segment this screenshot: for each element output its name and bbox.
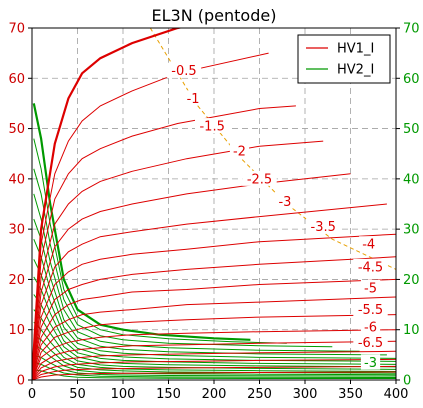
curve-label-bg (166, 62, 202, 78)
hv1-curve (32, 371, 396, 380)
curve-label-bg (353, 258, 388, 274)
curve-label-bg (360, 319, 381, 335)
x-tick-label: 0 (28, 387, 36, 402)
curve-label-bg (183, 90, 203, 106)
hv1-curve (32, 350, 396, 380)
hv1-curve (32, 278, 396, 380)
hv2-curve (32, 103, 251, 341)
curve-label-bg (353, 301, 388, 317)
curve-label: -6.5 (358, 336, 383, 351)
curve-label: -1.5 (199, 120, 224, 135)
y-tick-label-left: 0 (17, 374, 25, 389)
y-tick-label-right: 10 (403, 323, 420, 338)
hv1-curve (32, 256, 396, 380)
hv2-curve (33, 321, 396, 372)
hv2-curve (33, 138, 287, 344)
y-tick-label-right: 30 (403, 223, 420, 238)
y-tick-label-right: 50 (403, 122, 420, 137)
hv1-curve (32, 173, 351, 380)
curve-label: -5 (364, 281, 377, 296)
legend-label: HV2_I (337, 63, 374, 78)
y-tick-label-left: 50 (8, 122, 25, 137)
hv2-curve (33, 344, 396, 376)
y-tick-label-right: 70 (403, 22, 420, 37)
y-tick-label-left: 10 (8, 323, 25, 338)
y-tick-label-left: 20 (8, 273, 25, 288)
curve-label-bg (275, 193, 295, 209)
y-tick-label-left: 60 (8, 72, 25, 87)
y-tick-label-right: 60 (403, 72, 420, 87)
curve-label: -3 (278, 195, 291, 210)
x-tick-label: 200 (202, 387, 227, 402)
y-tick-label-left: 30 (8, 223, 25, 238)
curve-labels: -0.5 -1 -1.5 -2-2.5 -3 -3.5 -4 -4.5 -5 -5.5 -6-6.5… (166, 62, 388, 371)
hv2-curve (33, 334, 396, 374)
curve-label: -3 (364, 356, 377, 371)
hv1-curve (32, 329, 396, 380)
x-tick-label: 50 (69, 387, 86, 402)
curve-label-bg (360, 354, 381, 370)
y-tick-label-left: 40 (8, 172, 25, 187)
hv1-curve (32, 105, 296, 380)
x-tick-label: 100 (111, 387, 136, 402)
legend: HV1_I HV2_I (297, 34, 391, 84)
legend-box (297, 34, 391, 84)
hv1-curve (32, 52, 269, 380)
hv1-curve (32, 140, 324, 380)
grid (32, 28, 396, 380)
y-tick-label-right: 0 (403, 374, 411, 389)
hv2-curve (33, 239, 396, 359)
curve-label: -5.5 (358, 303, 383, 318)
curve-label-bg (353, 334, 388, 350)
curve-label: -6 (364, 321, 377, 336)
curve-label-bg (242, 170, 277, 186)
curve-label: -4 (362, 238, 375, 253)
hv2-curve (33, 276, 396, 365)
y-tick-label-left: 70 (8, 22, 25, 37)
curve-label: -4.5 (358, 260, 383, 275)
hv1-curve (32, 314, 396, 380)
legend-label: HV1_I (337, 42, 374, 57)
x-tick-label: 300 (293, 387, 318, 402)
y-tick-label-right: 20 (403, 273, 420, 288)
curve-label-bg (360, 279, 381, 295)
curve-label: -2 (233, 145, 246, 160)
hv1-series (32, 28, 396, 380)
hv1-curve (32, 358, 396, 380)
curve-label: -3.5 (311, 220, 336, 235)
curve-label: -1 (187, 92, 200, 107)
chart-title: EL3N (pentode) (152, 6, 277, 25)
hv2-curve (33, 294, 396, 368)
hv2-curve (33, 369, 396, 379)
hv1-curve (32, 203, 387, 380)
hv2-curve (33, 259, 396, 362)
hv1-curve (32, 28, 184, 380)
curve-label-bg (306, 218, 341, 234)
hv2-series (32, 103, 396, 379)
hv1-curve (32, 233, 396, 380)
hv1-curve (32, 365, 396, 380)
curve-label-bg (194, 118, 230, 134)
curve-label: -0.5 (171, 64, 196, 79)
curve-label-bg (229, 143, 250, 159)
x-tick-label: 250 (247, 387, 272, 402)
hv1-curve (32, 296, 396, 380)
hv2-curve (33, 361, 396, 378)
curve-label: -2.5 (247, 172, 272, 187)
curve-label-bg (359, 236, 379, 252)
hv1-curve (32, 340, 396, 380)
y-tick-label-right: 40 (403, 172, 420, 187)
x-tick-label: 150 (156, 387, 181, 402)
x-tick-label: 350 (338, 387, 363, 402)
x-tick-label: 400 (384, 387, 409, 402)
